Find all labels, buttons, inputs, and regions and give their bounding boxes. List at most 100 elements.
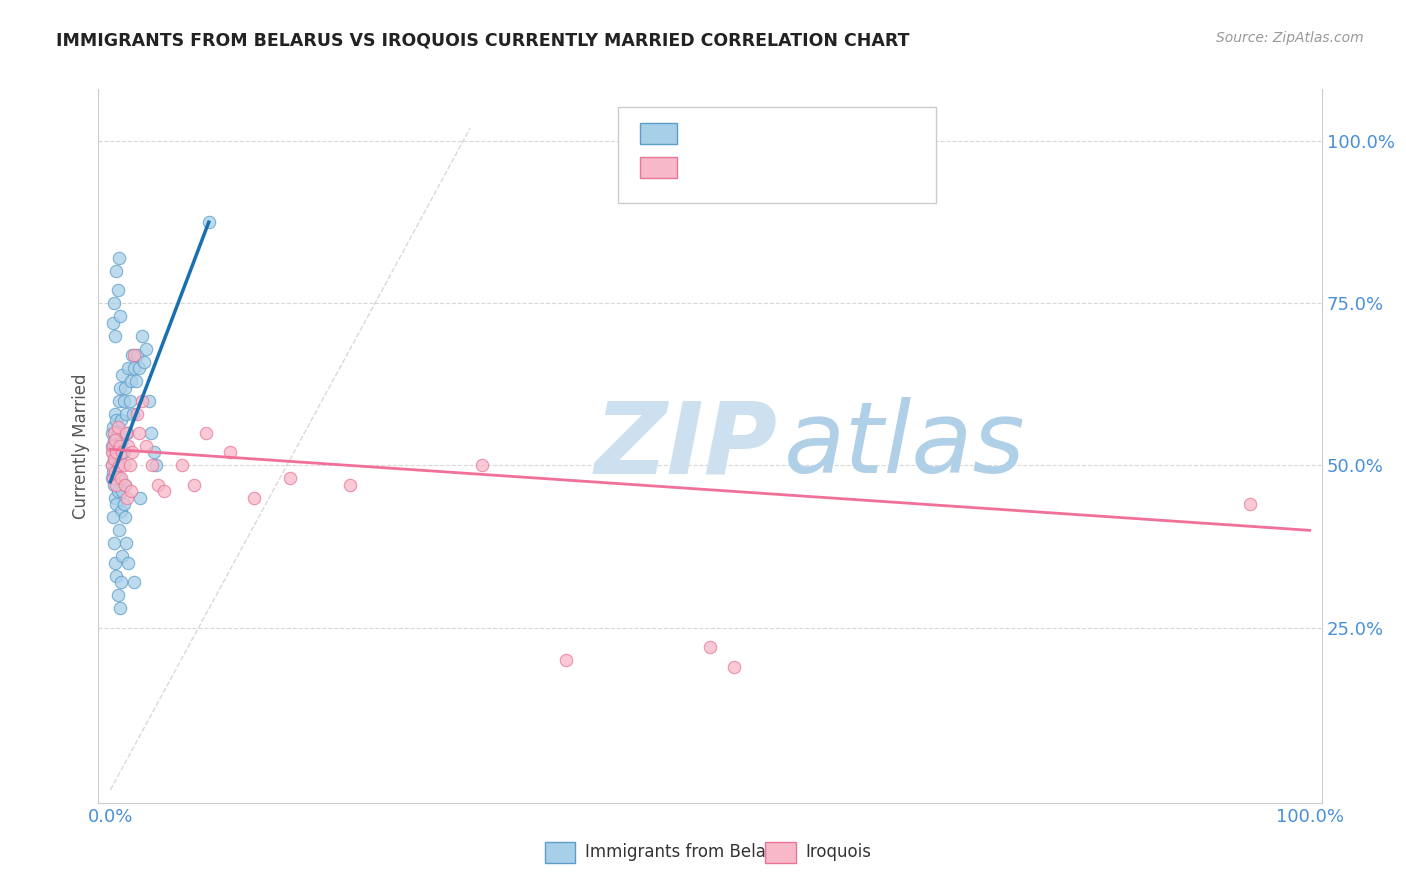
Bar [640, 123, 678, 145]
Point [104, 556, 127, 570]
Point [108, 393, 131, 408]
Point [107, 283, 129, 297]
Text: Source: ZipAtlas.com: Source: ZipAtlas.com [1216, 31, 1364, 45]
Point [142, 445, 165, 459]
Point [103, 433, 125, 447]
Point [107, 419, 129, 434]
Point [122, 407, 145, 421]
Point [108, 439, 131, 453]
Point [108, 251, 131, 265]
Point [243, 491, 266, 505]
Point [132, 354, 155, 368]
Text: N = 43: N = 43 [820, 158, 883, 176]
Point [104, 439, 127, 453]
Point [108, 471, 131, 485]
Point [197, 215, 219, 229]
Point [1239, 497, 1261, 511]
Point [103, 478, 125, 492]
Point [112, 497, 135, 511]
Point [124, 348, 146, 362]
Point [108, 439, 131, 453]
Point [104, 465, 127, 479]
Point [105, 568, 128, 582]
Point [100, 445, 122, 459]
Point [121, 445, 143, 459]
Point [111, 445, 134, 459]
Text: R =  0.437: R = 0.437 [689, 124, 778, 142]
Point [104, 328, 127, 343]
Point [105, 445, 128, 459]
Point [723, 659, 745, 673]
Point [103, 452, 125, 467]
Point [111, 368, 134, 382]
Point [104, 491, 127, 505]
Point [100, 471, 122, 485]
Point [120, 484, 142, 499]
Point [103, 536, 125, 550]
Point [145, 458, 167, 473]
Point [107, 425, 129, 440]
Point [110, 575, 132, 590]
Point [108, 458, 131, 473]
Point [128, 361, 150, 376]
Point [138, 393, 160, 408]
Point [131, 328, 153, 343]
Text: ZIP: ZIP [595, 398, 778, 494]
Point [100, 458, 122, 473]
Point [555, 653, 578, 667]
Point [114, 510, 136, 524]
Point [115, 536, 138, 550]
Point [108, 524, 131, 538]
Point [117, 556, 139, 570]
Point [183, 478, 205, 492]
Point [105, 497, 128, 511]
Point [101, 419, 124, 434]
Point [101, 465, 124, 479]
Point [124, 374, 146, 388]
Point [100, 439, 122, 453]
Point [128, 425, 150, 440]
Point [111, 484, 134, 499]
Bar [546, 842, 575, 863]
Point [110, 504, 132, 518]
Text: IMMIGRANTS FROM BELARUS VS IROQUOIS CURRENTLY MARRIED CORRELATION CHART: IMMIGRANTS FROM BELARUS VS IROQUOIS CURR… [56, 31, 910, 49]
Point [195, 425, 218, 440]
Point [103, 425, 125, 440]
Text: Immigrants from Belarus: Immigrants from Belarus [585, 843, 792, 861]
Point [118, 458, 141, 473]
Point [114, 478, 136, 492]
Point [112, 458, 135, 473]
Point [118, 393, 141, 408]
Point [100, 458, 122, 473]
Point [101, 316, 124, 330]
Point [699, 640, 721, 654]
Point [108, 381, 131, 395]
Bar [640, 157, 678, 178]
Point [100, 425, 122, 440]
Point [124, 575, 146, 590]
Point [114, 381, 136, 395]
Bar [765, 842, 796, 863]
Text: Iroquois: Iroquois [806, 843, 872, 861]
Point [108, 310, 131, 324]
Point [107, 484, 129, 499]
Point [101, 510, 124, 524]
Point [115, 491, 138, 505]
Point [103, 296, 125, 310]
Point [117, 439, 139, 453]
Point [115, 407, 138, 421]
Point [141, 425, 163, 440]
Point [110, 471, 132, 485]
Point [105, 445, 128, 459]
Point [172, 458, 194, 473]
Point [105, 478, 128, 492]
Point [115, 425, 138, 440]
Point [219, 445, 242, 459]
Point [153, 484, 176, 499]
Y-axis label: Currently Married: Currently Married [72, 373, 90, 519]
Point [104, 407, 127, 421]
Point [105, 264, 128, 278]
Point [107, 588, 129, 602]
Point [129, 491, 152, 505]
FancyBboxPatch shape [619, 107, 936, 203]
